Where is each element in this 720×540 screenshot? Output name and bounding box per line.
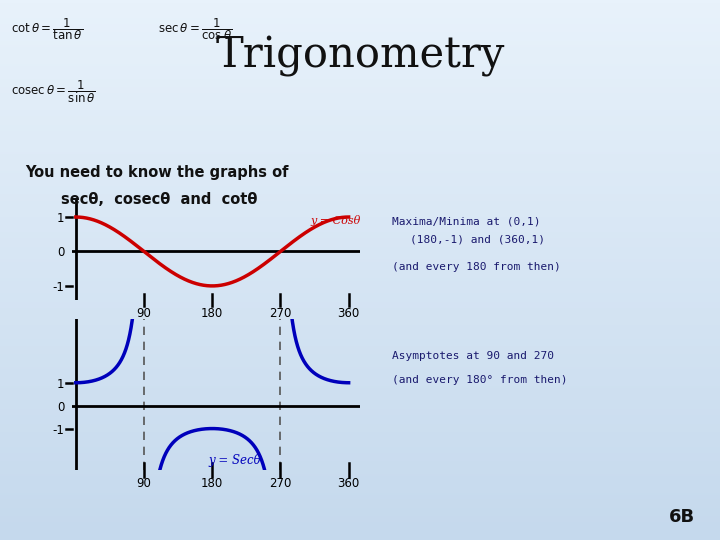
Text: 6B: 6B xyxy=(669,509,695,526)
Text: You need to know the graphs of: You need to know the graphs of xyxy=(25,165,289,180)
Text: (180,-1) and (360,1): (180,-1) and (360,1) xyxy=(410,235,546,245)
Text: $\cot\theta = \dfrac{1}{\tan\theta}$: $\cot\theta = \dfrac{1}{\tan\theta}$ xyxy=(11,16,83,42)
Text: y = Secθ: y = Secθ xyxy=(209,454,261,467)
Text: Maxima/Minima at (0,1): Maxima/Minima at (0,1) xyxy=(392,216,541,226)
Text: $\mathrm{cosec}\,\theta = \dfrac{1}{\sin\theta}$: $\mathrm{cosec}\,\theta = \dfrac{1}{\sin… xyxy=(11,78,96,105)
Text: Trigonometry: Trigonometry xyxy=(215,35,505,77)
Text: secθ,  cosecθ  and  cotθ: secθ, cosecθ and cotθ xyxy=(61,192,258,207)
Text: y = Cosθ: y = Cosθ xyxy=(311,215,361,226)
Text: (and every 180 from then): (and every 180 from then) xyxy=(392,262,561,272)
Text: (and every 180° from then): (and every 180° from then) xyxy=(392,375,568,386)
Text: Asymptotes at 90 and 270: Asymptotes at 90 and 270 xyxy=(392,351,554,361)
Text: $\sec\theta = \dfrac{1}{\cos\theta}$: $\sec\theta = \dfrac{1}{\cos\theta}$ xyxy=(158,16,233,42)
